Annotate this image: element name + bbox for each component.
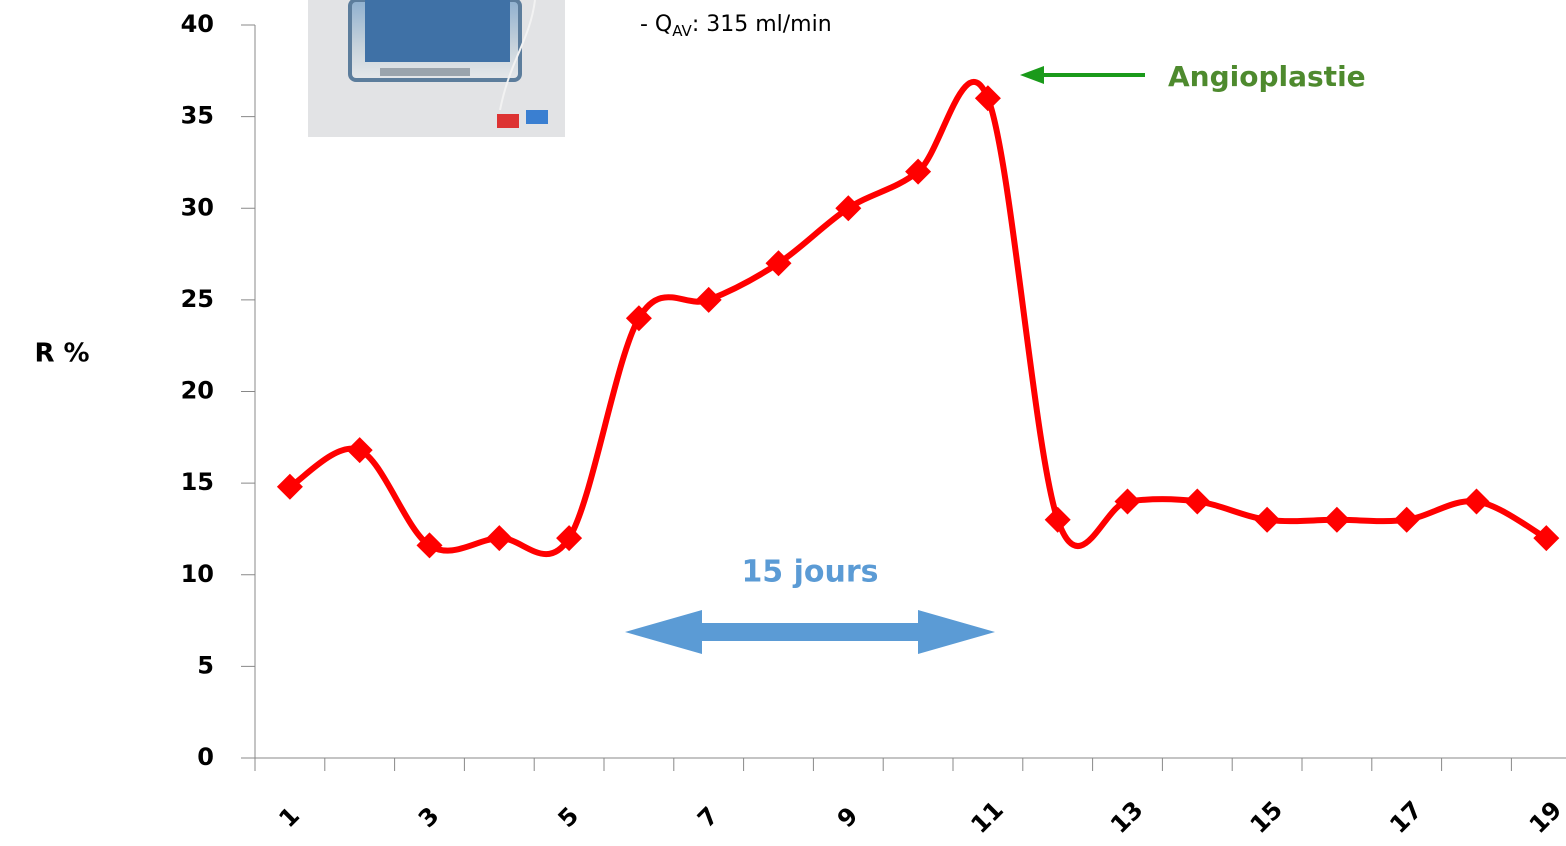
chart: - QAV: 315 ml/min Angioplastie 15 jours … xyxy=(0,0,1566,846)
line xyxy=(290,82,1546,554)
duration-arrow xyxy=(625,610,995,654)
marker xyxy=(1045,507,1071,533)
duration-annotation: 15 jours xyxy=(741,555,878,590)
marker xyxy=(1184,488,1210,514)
marker xyxy=(1324,507,1350,533)
x-tick-label: 3 xyxy=(413,801,445,833)
x-tick-label: 11 xyxy=(965,796,1008,839)
y-tick-label: 0 xyxy=(197,743,214,771)
device-photo xyxy=(308,0,565,137)
marker xyxy=(1394,507,1420,533)
y-tick-label: 25 xyxy=(181,285,214,313)
y-tick-label: 15 xyxy=(181,468,214,496)
y-axis-label: R % xyxy=(34,339,89,369)
y-tick-label: 40 xyxy=(181,10,214,38)
event-arrow xyxy=(1020,66,1145,84)
x-tick-label: 9 xyxy=(832,801,864,833)
y-tick-label: 5 xyxy=(197,651,214,679)
flow-prefix: - Q xyxy=(640,12,672,37)
x-tick-label: 5 xyxy=(553,801,585,833)
x-tick-label: 13 xyxy=(1105,796,1148,839)
y-tick-label: 30 xyxy=(181,193,214,221)
x-tick-label: 15 xyxy=(1245,796,1288,839)
x-tick-label: 1 xyxy=(273,801,305,833)
marker xyxy=(696,287,722,313)
flow-suffix: : 315 ml/min xyxy=(692,12,832,37)
x-tick-label: 17 xyxy=(1384,796,1427,839)
x-tick-label: 19 xyxy=(1524,796,1566,839)
marker xyxy=(1115,488,1141,514)
x-tick-label: 7 xyxy=(692,801,724,833)
y-tick-label: 35 xyxy=(181,102,214,130)
event-annotation: Angioplastie xyxy=(1168,60,1366,93)
marker xyxy=(975,85,1001,111)
y-tick-label: 20 xyxy=(181,377,214,405)
flow-annotation: - QAV: 315 ml/min xyxy=(640,12,832,40)
y-tick-label: 10 xyxy=(181,560,214,588)
marker xyxy=(1464,488,1490,514)
flow-subscript: AV xyxy=(672,22,692,40)
marker xyxy=(486,525,512,551)
marker xyxy=(1254,507,1280,533)
